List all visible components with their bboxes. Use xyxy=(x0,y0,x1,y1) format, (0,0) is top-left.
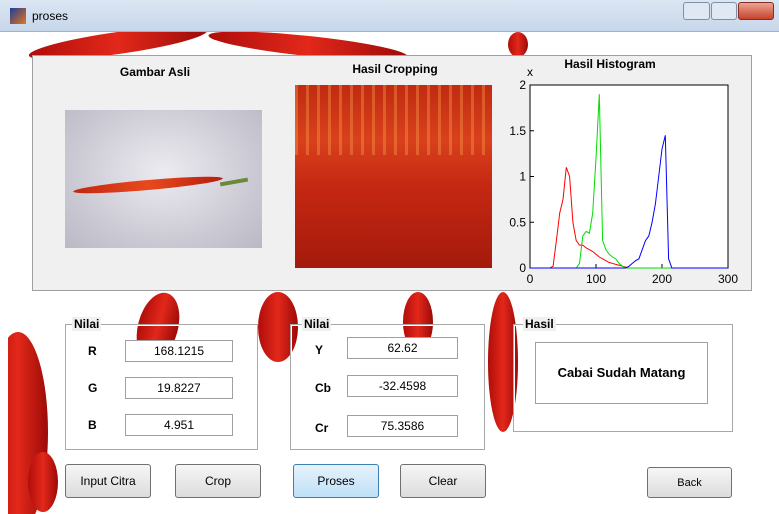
ycbcr-label: Y xyxy=(315,343,339,357)
chart-title: Hasil Histogram xyxy=(564,58,655,71)
close-button[interactable] xyxy=(738,2,774,20)
y-exponent-label: x xyxy=(527,65,533,79)
x-tick-label: 300 xyxy=(718,272,738,286)
y-tick-label: 0.5 xyxy=(509,215,526,229)
result-text: Cabai Sudah Matang xyxy=(535,342,708,404)
original-image xyxy=(65,110,262,248)
ycbcr-group-title: Nilai xyxy=(302,317,331,331)
rgb-value-box: 168.1215 xyxy=(125,340,233,362)
rgb-label: G xyxy=(88,381,108,395)
x-tick-label: 200 xyxy=(652,272,672,286)
button[interactable]: Input Citra xyxy=(65,464,151,498)
title-bar: proses xyxy=(0,0,779,32)
histogram-chart: Hasil Histogram x 0 0.5 1 1.5 2 0 100 200 300 xyxy=(500,58,750,290)
rgb-label: R xyxy=(88,344,108,358)
minimize-button[interactable] xyxy=(683,2,710,20)
crop-image-title: Hasil Cropping xyxy=(330,62,460,76)
ycbcr-value-box: 62.62 xyxy=(347,337,458,359)
ycbcr-value-box: -32.4598 xyxy=(347,375,458,397)
button[interactable]: Back xyxy=(647,467,732,498)
window-title: proses xyxy=(32,9,68,23)
screen: proses Gambar Asli Hasil Cropping Hasil … xyxy=(0,0,779,514)
cropped-image xyxy=(295,85,492,268)
maximize-button[interactable] xyxy=(711,2,737,20)
y-tick-label: 2 xyxy=(519,78,526,92)
rgb-value-box: 19.8227 xyxy=(125,377,233,399)
plot-area xyxy=(530,85,728,268)
button[interactable]: Proses xyxy=(293,464,379,498)
rgb-group-title: Nilai xyxy=(72,317,101,331)
button[interactable]: Crop xyxy=(175,464,261,498)
ycbcr-label: Cb xyxy=(315,381,339,395)
x-tick-label: 0 xyxy=(527,272,534,286)
result-group-title: Hasil xyxy=(523,317,556,331)
x-tick-label: 100 xyxy=(586,272,606,286)
button[interactable]: Clear xyxy=(400,464,486,498)
ycbcr-value-box: 75.3586 xyxy=(347,415,458,437)
ycbcr-label: Cr xyxy=(315,421,339,435)
y-tick-label: 0 xyxy=(519,261,526,275)
rgb-label: B xyxy=(88,418,108,432)
app-icon xyxy=(10,8,26,24)
y-tick-label: 1 xyxy=(519,170,526,184)
y-tick-label: 1.5 xyxy=(509,124,526,138)
rgb-value-box: 4.951 xyxy=(125,414,233,436)
original-image-title: Gambar Asli xyxy=(100,65,210,79)
